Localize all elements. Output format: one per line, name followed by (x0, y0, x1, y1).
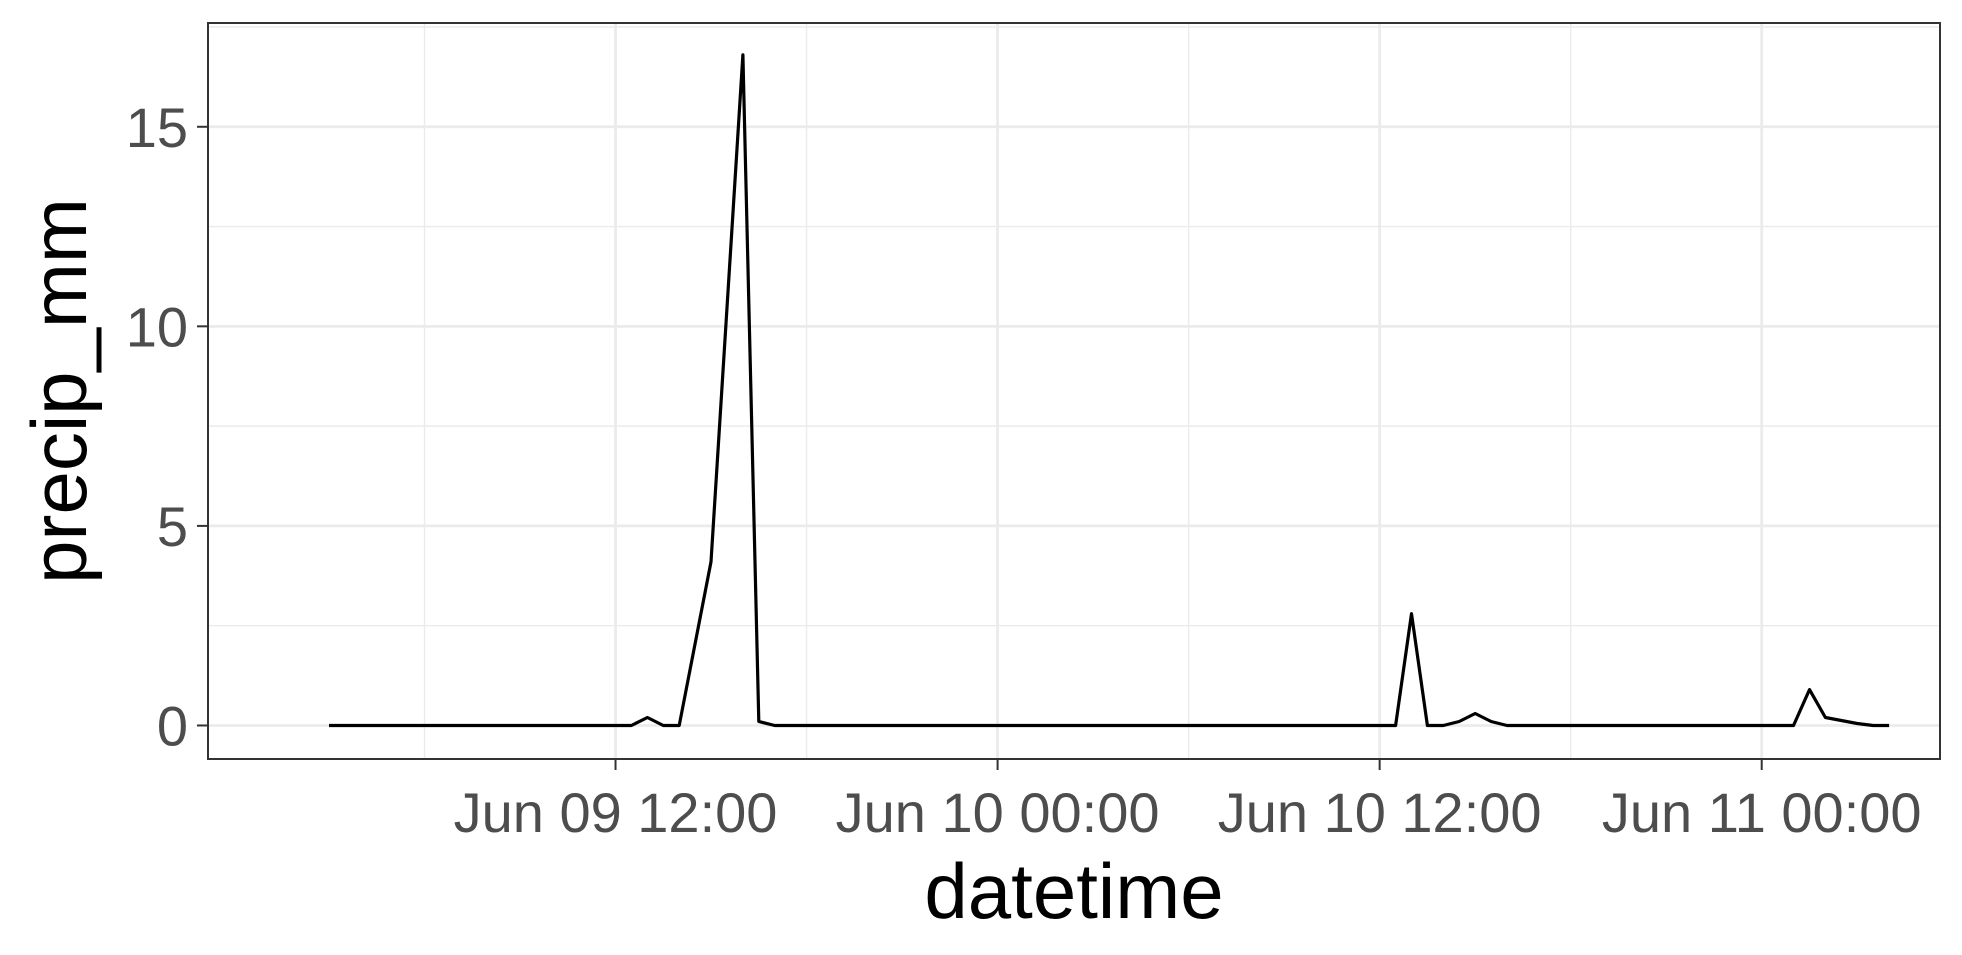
x-tick-label: Jun 11 00:00 (1602, 781, 1922, 844)
y-tick-label: 5 (157, 495, 188, 558)
grid-lines (208, 23, 1940, 759)
data-layer (329, 53, 1890, 728)
x-axis-title: datetime (924, 847, 1223, 935)
y-tick-label: 10 (126, 295, 188, 358)
x-tick-label: Jun 10 12:00 (1218, 781, 1542, 844)
x-tick-label: Jun 09 12:00 (454, 781, 778, 844)
y-tick-label: 0 (157, 694, 188, 757)
axes: Jun 09 12:00 Jun 10 00:00 Jun 10 12:00 Jun … (126, 96, 1922, 844)
y-axis-title: precip_mm (15, 198, 103, 584)
panel-border (207, 22, 1941, 760)
x-tick-label: Jun 10 00:00 (836, 781, 1160, 844)
y-tick-label: 15 (126, 96, 188, 159)
precip-series-line (329, 53, 1890, 728)
